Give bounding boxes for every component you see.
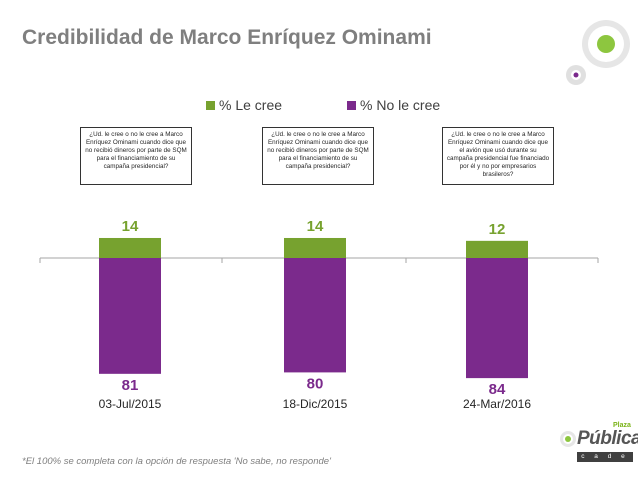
question-box-1: ¿Ud. le cree o no le cree a Marco Enríqu… — [80, 127, 192, 185]
target-icon — [560, 431, 576, 447]
data-label-le-cree: 14 — [122, 218, 139, 235]
legend-item-no-le-cree: % No le cree — [347, 97, 440, 113]
decorative-circles-logo — [566, 20, 630, 85]
data-label-le-cree: 12 — [489, 221, 506, 238]
bar-no-le-cree — [284, 258, 346, 373]
bar-le-cree — [284, 237, 346, 258]
legend-item-le-cree: % Le cree — [206, 97, 282, 113]
logo-brand-small: Plaza — [613, 422, 631, 429]
logo-brand: Pública — [577, 428, 638, 449]
chart-legend: % Le cree % No le cree — [0, 97, 638, 117]
plaza-publica-logo: Plaza Pública c a d e m — [555, 422, 638, 470]
data-label-no-le-cree: 84 — [489, 381, 506, 398]
legend-label-no-le-cree: % No le cree — [360, 97, 441, 113]
question-box-3: ¿Ud. le cree o no le cree a Marco Enríqu… — [442, 127, 554, 185]
data-label-no-le-cree: 81 — [122, 377, 139, 394]
legend-swatch-le-cree — [206, 100, 215, 110]
logo-strip: c a d e m — [577, 452, 633, 470]
data-label-no-le-cree: 80 — [307, 375, 324, 392]
legend-swatch-no-le-cree — [347, 100, 356, 110]
data-label-le-cree: 14 — [307, 218, 324, 235]
bar-no-le-cree — [466, 258, 528, 379]
footnote: *El 100% se completa con la opción de re… — [22, 456, 331, 467]
page-title: Credibilidad de Marco Enríquez Ominami — [22, 26, 432, 49]
bar-no-le-cree — [99, 258, 161, 374]
category-label: 18-Dic/2015 — [283, 397, 348, 411]
bar-le-cree — [466, 240, 528, 258]
bar-le-cree — [99, 237, 161, 258]
category-label: 03-Jul/2015 — [99, 397, 162, 411]
question-box-2: ¿Ud. le cree o no le cree a Marco Enríqu… — [262, 127, 374, 185]
category-label: 24-Mar/2016 — [463, 397, 531, 411]
legend-label-le-cree: % Le cree — [219, 97, 283, 113]
